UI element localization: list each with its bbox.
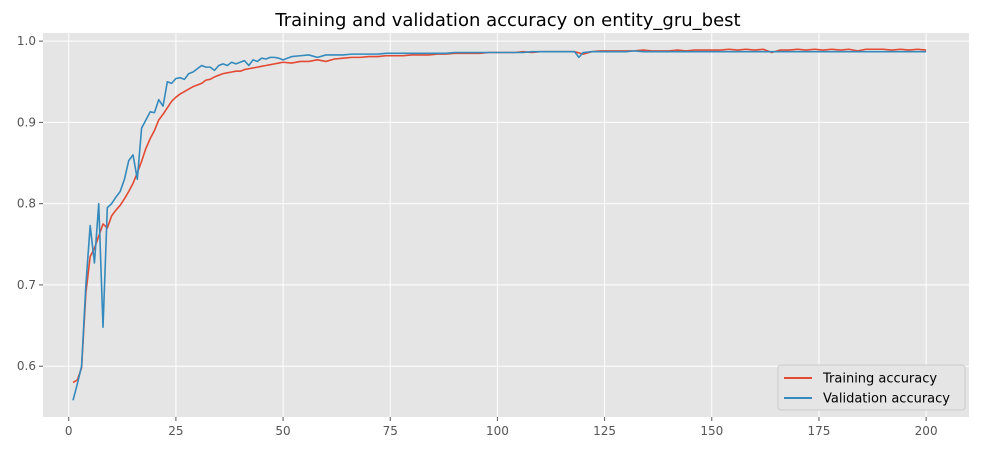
legend-label: Validation accuracy bbox=[823, 392, 950, 407]
legend-box bbox=[777, 364, 966, 411]
series-layer bbox=[72, 48, 927, 401]
series-line-training bbox=[72, 48, 927, 384]
x-tick-label: 50 bbox=[275, 424, 290, 438]
series-line-validation bbox=[72, 50, 927, 401]
legend-label: Training accuracy bbox=[822, 372, 937, 387]
y-tick-label: 0.6 bbox=[17, 359, 36, 373]
y-tick-label: 0.9 bbox=[17, 115, 36, 129]
chart-title: Training and validation accuracy on enti… bbox=[274, 10, 740, 31]
y-axis: 0.6 0.7 0.8 0.9 1.0 bbox=[17, 34, 43, 373]
y-tick-label: 0.8 bbox=[17, 197, 36, 211]
x-tick-label: 25 bbox=[168, 424, 183, 438]
legend: Training accuracy Validation accuracy bbox=[777, 364, 966, 411]
x-tick-label: 0 bbox=[65, 424, 73, 438]
x-tick-label: 175 bbox=[808, 424, 831, 438]
y-tick-label: 1.0 bbox=[17, 34, 36, 48]
x-tick-label: 200 bbox=[915, 424, 938, 438]
y-tick-label: 0.7 bbox=[17, 278, 36, 292]
x-tick-label: 125 bbox=[593, 424, 616, 438]
x-axis: 0 25 50 75 100 125 150 175 200 bbox=[65, 417, 938, 438]
x-tick-label: 100 bbox=[486, 424, 509, 438]
x-tick-label: 150 bbox=[700, 424, 723, 438]
x-tick-label: 75 bbox=[383, 424, 398, 438]
plot-area bbox=[43, 33, 969, 417]
